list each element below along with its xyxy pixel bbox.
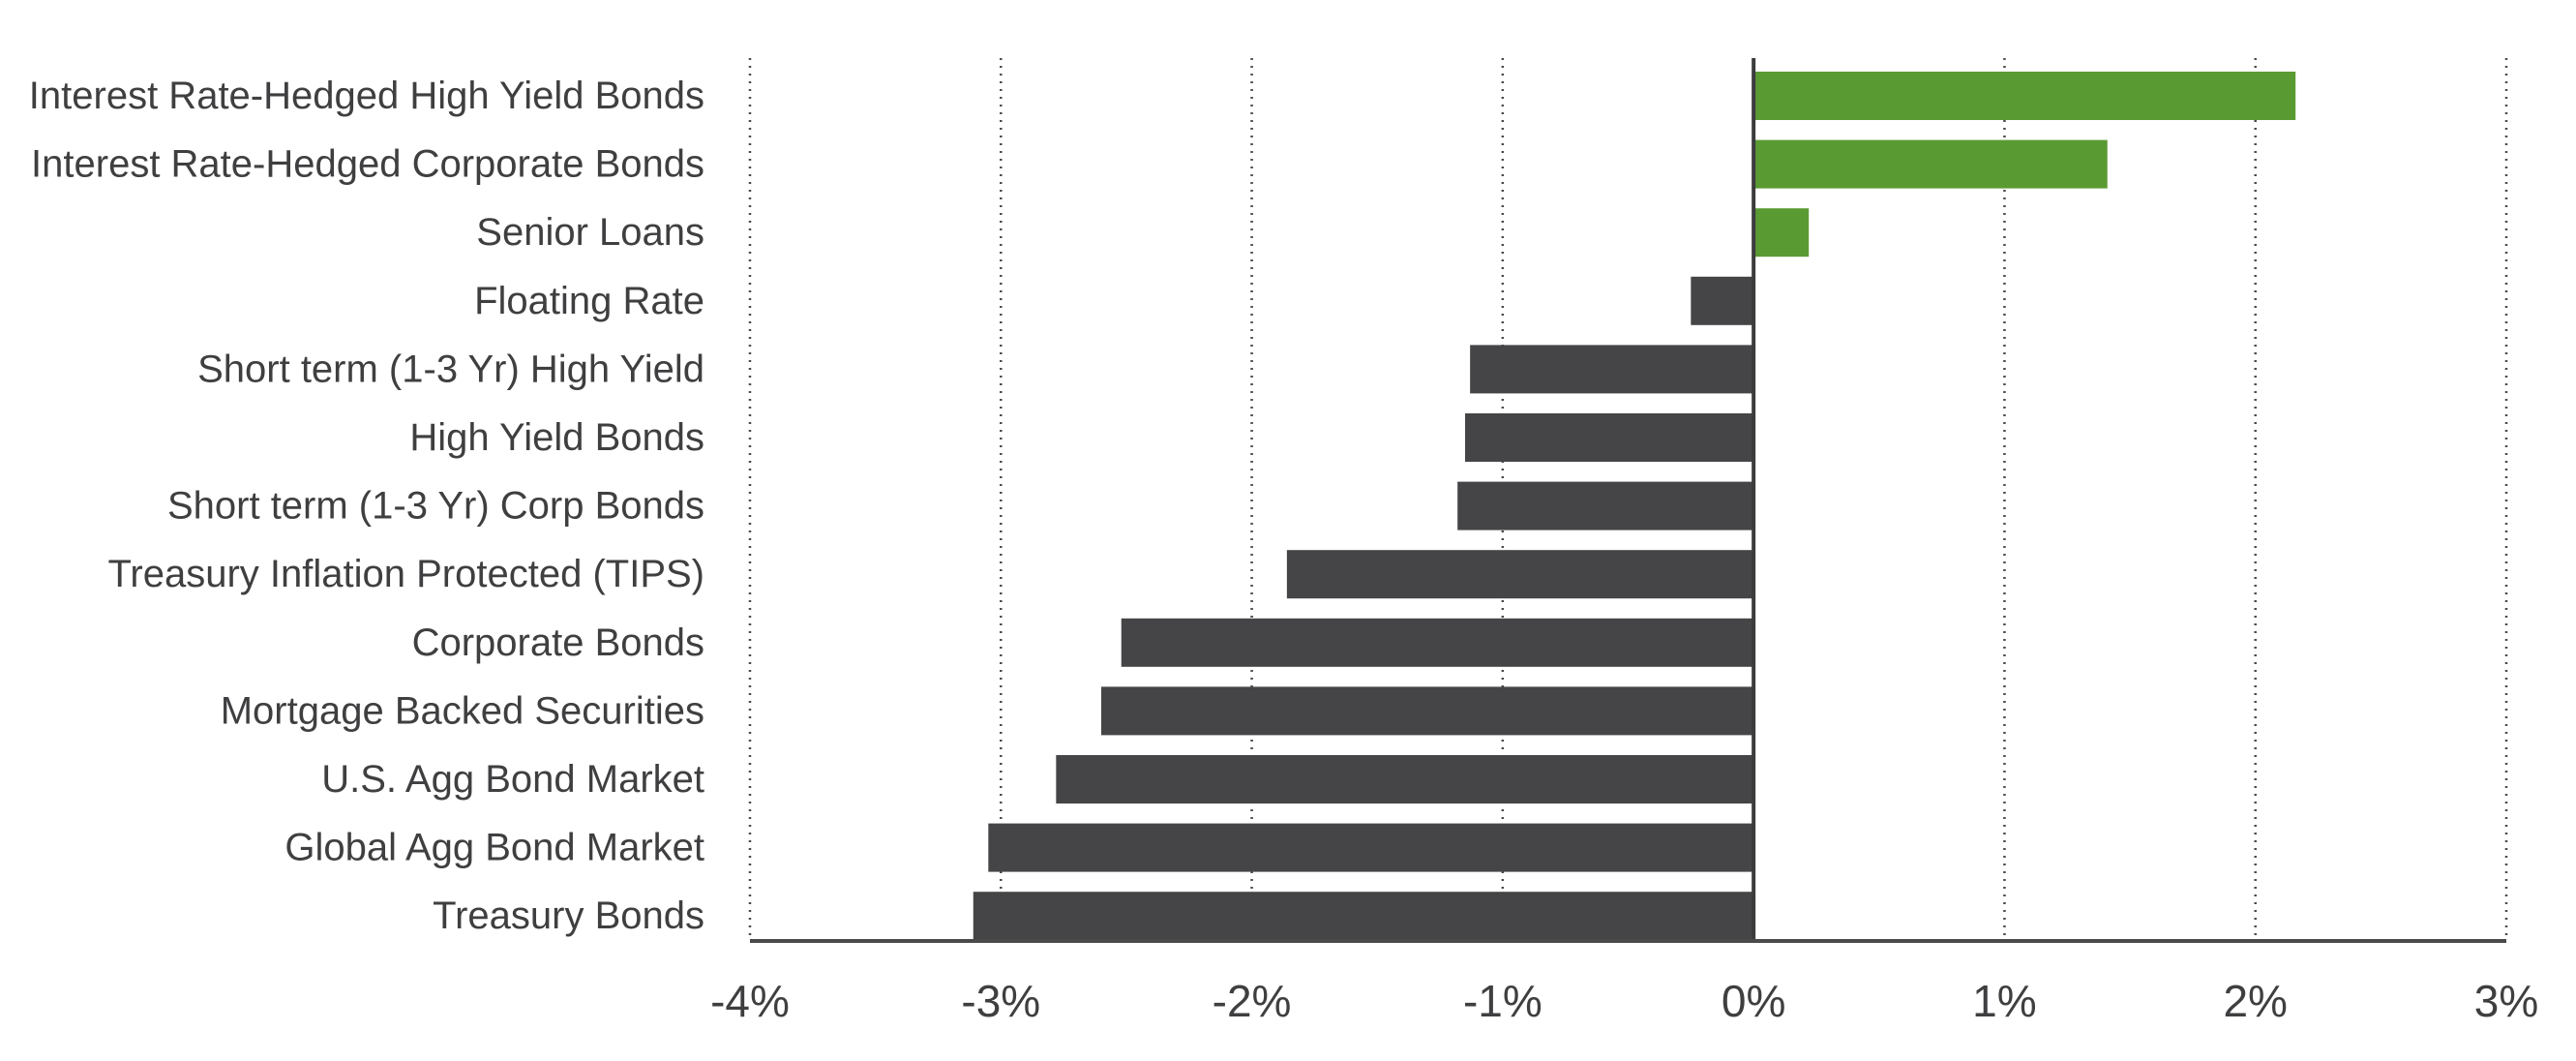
- bar: [1457, 481, 1754, 530]
- category-label: High Yield Bonds: [409, 416, 704, 459]
- bar: [1691, 276, 1754, 325]
- bar: [988, 823, 1754, 872]
- bar: [1464, 413, 1754, 462]
- category-labels: Interest Rate-Hedged High Yield Bonds Int…: [29, 75, 704, 937]
- bar: [1286, 550, 1754, 599]
- bar: [1753, 208, 1810, 258]
- axes: [750, 58, 2506, 943]
- category-label: Interest Rate-Hedged High Yield Bonds: [29, 75, 704, 117]
- bar: [1753, 139, 2108, 189]
- x-tick-label: -2%: [1213, 976, 1292, 1026]
- gridlines: [748, 58, 2508, 941]
- category-label: U.S. Agg Bond Market: [321, 758, 704, 801]
- bars: [973, 72, 2296, 941]
- x-tick-label: 0%: [1722, 976, 1785, 1026]
- bar: [1056, 755, 1754, 803]
- category-label: Global Agg Bond Market: [285, 827, 704, 869]
- x-tick-label: 1%: [1972, 976, 2036, 1026]
- bar: [1753, 72, 2296, 120]
- x-tick-label: -3%: [961, 976, 1040, 1026]
- x-tick-label: -4%: [710, 976, 790, 1026]
- category-label: Floating Rate: [474, 280, 704, 322]
- category-label: Treasury Inflation Protected (TIPS): [107, 553, 704, 595]
- tick-labels: -4% -3% -2% -1% 0% 1% 2% 3%: [710, 976, 2538, 1026]
- bar: [1101, 686, 1754, 736]
- category-label: Short term (1-3 Yr) Corp Bonds: [167, 485, 704, 528]
- x-tick-label: 2%: [2223, 976, 2287, 1026]
- category-label: Treasury Bonds: [433, 894, 704, 937]
- bar: [1121, 618, 1754, 667]
- category-label: Short term (1-3 Yr) High Yield: [197, 348, 704, 390]
- bar: [973, 892, 1754, 941]
- x-tick-label: -1%: [1463, 976, 1543, 1026]
- category-label: Interest Rate-Hedged Corporate Bonds: [31, 143, 704, 186]
- category-label: Corporate Bonds: [412, 621, 704, 664]
- category-label: Mortgage Backed Securities: [221, 689, 704, 732]
- bar: [1470, 345, 1754, 394]
- x-tick-label: 3%: [2474, 976, 2538, 1026]
- category-label: Senior Loans: [476, 211, 704, 254]
